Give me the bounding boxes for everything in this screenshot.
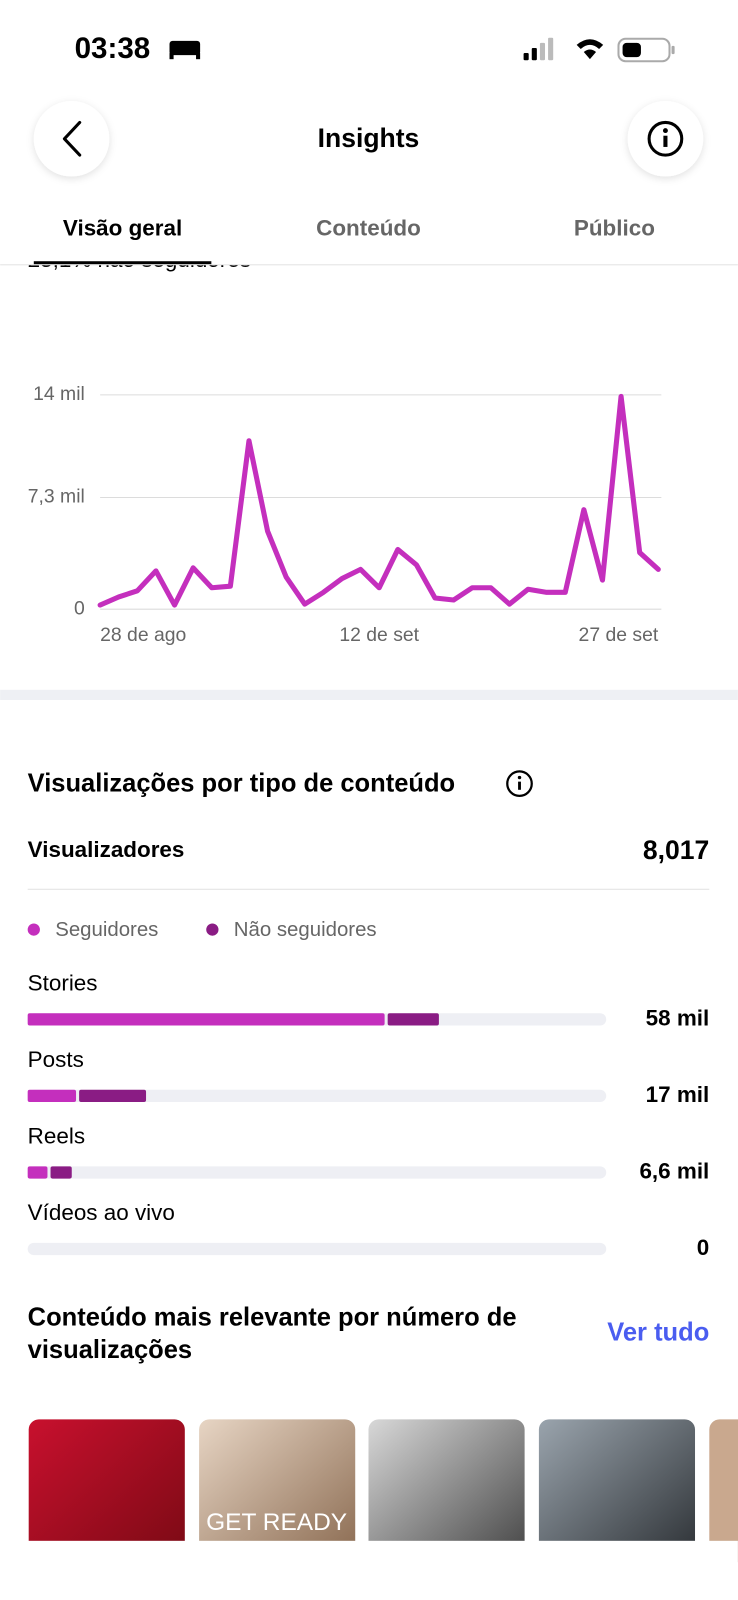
thumbnails: GET READY — [0, 1419, 738, 1600]
x-tick-label: 27 de set — [579, 624, 659, 646]
total-label: 17 mil — [646, 1082, 710, 1107]
line-chart: 0 7,3 mil 14 mil 28 de ago 12 de set 27 de se… — [28, 383, 662, 646]
bar-chart: Seguidores Não seguidores Stories 58 mil Pos… — [27, 919, 710, 1260]
x-tick-label: 28 de ago — [100, 624, 186, 646]
total-label: 6,6 mil — [639, 1158, 709, 1183]
thumbnail[interactable] — [709, 1419, 738, 1563]
viewers-value: 8,017 — [643, 835, 709, 865]
category-label: Vídeos ao vivo — [28, 1200, 175, 1225]
viewers-label: Visualizadores — [28, 837, 185, 862]
back-button[interactable] — [33, 101, 110, 177]
legend-dot — [206, 923, 219, 936]
tab-underline — [33, 261, 212, 265]
total-label: 0 — [697, 1235, 709, 1260]
bar-segment — [79, 1089, 147, 1103]
info-icon[interactable] — [506, 770, 533, 798]
divider — [0, 264, 738, 266]
thumbnail-text: GET READY — [206, 1509, 347, 1536]
title-line: visualizações — [28, 1336, 192, 1364]
battery-icon — [617, 37, 675, 63]
section-title: Visualizações por tipo de conteúdo — [28, 769, 455, 797]
total-label: 58 mil — [646, 1005, 710, 1030]
x-tick-label: 12 de set — [339, 624, 419, 646]
top-content-title: Conteúdo mais relevante por número de vi… — [28, 1303, 524, 1364]
bar-segment — [27, 1089, 77, 1103]
tab[interactable]: Conteúdo — [316, 216, 421, 241]
divider — [27, 888, 710, 890]
tab[interactable]: Visão geral — [63, 216, 182, 241]
category-label: Reels — [28, 1124, 85, 1149]
bar-segment — [27, 1013, 385, 1026]
bottom-mask — [0, 1540, 738, 1600]
y-tick-label: 7,3 mil — [28, 486, 85, 508]
clipped-text: 25,1% não seguidores — [28, 247, 251, 272]
line — [97, 393, 661, 608]
see-all-link[interactable]: Ver tudo — [607, 1318, 709, 1346]
bar-track — [27, 1242, 607, 1256]
title-line: Conteúdo mais relevante por número de — [28, 1303, 517, 1331]
bed-icon — [169, 40, 201, 60]
wifi-icon — [576, 39, 604, 60]
bar-track — [27, 1166, 607, 1179]
legend-dot — [27, 923, 40, 936]
bar-segment — [387, 1013, 439, 1026]
thumbnail[interactable] — [368, 1419, 525, 1563]
thumbnail[interactable] — [28, 1419, 185, 1563]
category-label: Posts — [28, 1047, 84, 1072]
legend-label: Não seguidores — [234, 919, 377, 941]
signal-icon — [523, 37, 554, 61]
y-tick-label: 0 — [74, 597, 85, 619]
thumbnail[interactable] — [199, 1419, 356, 1563]
bar-track — [27, 1089, 607, 1103]
bar-segment — [27, 1166, 48, 1179]
bar-segment — [50, 1166, 72, 1179]
section-separator — [0, 689, 738, 700]
category-label: Stories — [28, 971, 98, 996]
header-title: Insights — [318, 123, 420, 153]
info-button[interactable] — [627, 101, 704, 177]
legend-label: Seguidores — [55, 919, 158, 941]
y-tick-label: 14 mil — [33, 383, 85, 405]
status-time: 03:38 — [75, 32, 151, 65]
tab[interactable]: Público — [574, 216, 655, 241]
thumbnail[interactable] — [538, 1419, 696, 1563]
